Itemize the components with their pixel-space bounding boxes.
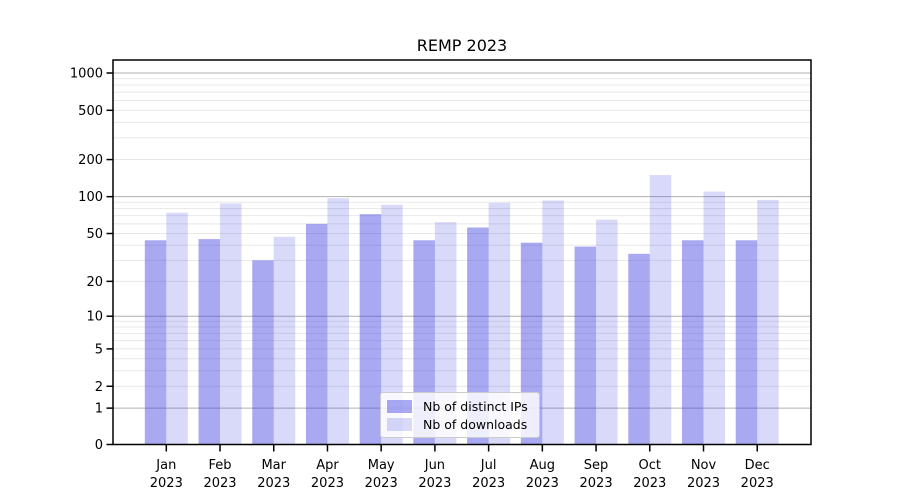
x-tick-label-year: 2023 (687, 476, 720, 491)
legend-item-distinct-ips: Nb of distinct IPs (387, 399, 533, 414)
legend-swatch-distinct-ips (387, 399, 412, 413)
bar-sep-distinct-ips (574, 246, 597, 445)
y-tick-label: 1 (95, 402, 103, 417)
x-tick-label-month: Sep (584, 458, 609, 473)
legend-item-downloads: Nb of downloads (387, 417, 533, 432)
x-tick-label-year: 2023 (580, 476, 613, 491)
x-tick-label-year: 2023 (203, 476, 236, 491)
bar-nov-distinct-ips (682, 240, 704, 445)
x-tick-label-year: 2023 (257, 476, 290, 491)
y-tick-label: 20 (86, 275, 103, 290)
bar-apr-downloads (327, 198, 349, 445)
y-tick-label: 2 (95, 380, 103, 395)
bar-jan-distinct-ips (144, 240, 167, 445)
bar-apr-distinct-ips (305, 223, 328, 445)
bar-mar-distinct-ips (252, 260, 274, 445)
x-tick-label-month: Apr (316, 458, 339, 473)
x-tick-label-year: 2023 (526, 476, 559, 491)
x-tick-label-year: 2023 (741, 476, 774, 491)
x-tick-label-year: 2023 (633, 476, 666, 491)
y-tick-label: 1000 (70, 67, 103, 82)
bar-feb-downloads (220, 203, 242, 445)
legend: Nb of distinct IPs Nb of downloads (380, 392, 540, 438)
x-tick-label-year: 2023 (150, 476, 183, 491)
plot-frame (112, 59, 812, 446)
bar-sep-downloads (596, 219, 618, 445)
chart-title: REMP 2023 (416, 36, 508, 55)
bar-mar-downloads (273, 236, 296, 445)
bar-dec-distinct-ips (735, 240, 758, 445)
y-tick-label: 200 (78, 153, 103, 168)
x-tick-label-month: Nov (691, 458, 717, 473)
x-tick-label-month: Jul (480, 458, 497, 473)
y-tick-label: 5 (95, 342, 103, 357)
bar-feb-distinct-ips (198, 239, 221, 445)
x-tick-label-month: Oct (639, 458, 661, 473)
bar-may-distinct-ips (359, 214, 382, 445)
x-tick-label-year: 2023 (311, 476, 344, 491)
bar-jul-downloads (488, 202, 511, 445)
legend-label-distinct-ips: Nb of distinct IPs (423, 398, 528, 414)
x-tick-label-month: Jun (424, 458, 445, 473)
y-tick-label: 10 (86, 310, 103, 325)
bar-oct-distinct-ips (628, 253, 650, 445)
x-tick-label-month: Feb (209, 458, 232, 473)
x-tick-label-year: 2023 (365, 476, 398, 491)
bar-may-downloads (381, 204, 403, 445)
y-tick-label: 100 (78, 190, 103, 205)
x-tick-label-month: Jan (155, 458, 176, 473)
bar-aug-downloads (542, 200, 564, 445)
x-tick-label-month: May (368, 458, 395, 473)
y-tick-label: 50 (86, 227, 103, 242)
y-tick-label: 500 (78, 104, 103, 119)
x-tick-label-month: Dec (745, 458, 770, 473)
bar-dec-downloads (757, 199, 779, 445)
x-tick-label-year: 2023 (418, 476, 451, 491)
bar-jun-downloads (434, 222, 457, 445)
x-tick-label-month: Mar (261, 458, 286, 473)
x-tick-label-month: Aug (530, 458, 555, 473)
legend-swatch-downloads (387, 417, 412, 431)
y-tick-label: 0 (95, 438, 103, 453)
legend-label-downloads: Nb of downloads (423, 416, 528, 432)
bar-nov-downloads (703, 191, 725, 445)
bar-jul-distinct-ips (467, 227, 489, 445)
x-tick-label-year: 2023 (472, 476, 505, 491)
bar-jan-downloads (166, 212, 188, 445)
bar-oct-downloads (649, 174, 672, 445)
